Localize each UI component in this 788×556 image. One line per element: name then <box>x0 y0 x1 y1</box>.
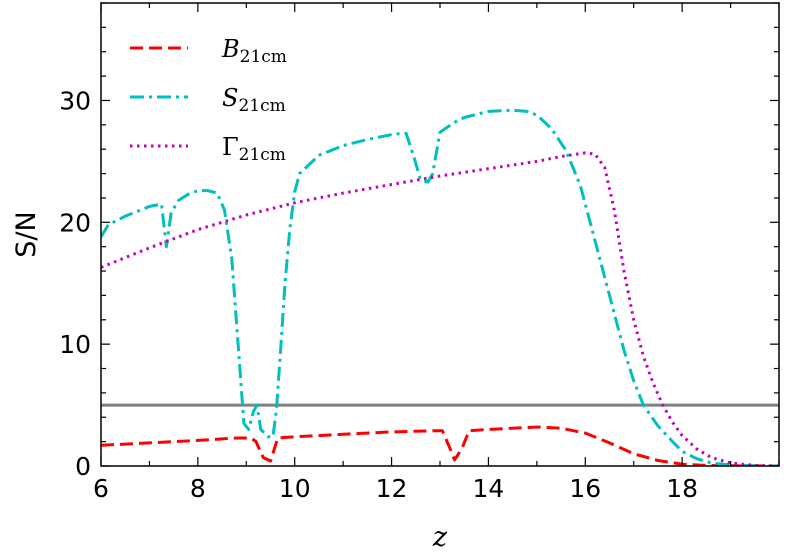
legend: B21cm S21cm Γ21cm <box>130 35 287 165</box>
y-tick-label: 10 <box>59 330 91 359</box>
x-tick-label: 8 <box>190 474 206 503</box>
y-axis-label: S/N <box>11 211 42 257</box>
x-tick-label: 14 <box>473 474 505 503</box>
axes-layer: 6 8 10 12 14 16 18 0 10 20 30 z S/N <box>11 2 780 553</box>
series-layer <box>101 108 779 466</box>
legend-label-3: Γ21cm <box>222 133 286 165</box>
y-tick-label: 0 <box>75 452 91 481</box>
x-tick-label: 6 <box>93 474 109 503</box>
plot-area <box>101 108 779 466</box>
x-tick-label: 12 <box>376 474 408 503</box>
plot-frame <box>100 2 780 467</box>
x-axis-label: z <box>432 522 448 553</box>
x-tick-label: 16 <box>569 474 601 503</box>
series-line-2 <box>101 108 779 466</box>
y-tick-label: 30 <box>59 86 91 115</box>
x-tick-label: 10 <box>279 474 311 503</box>
legend-label-2: S21cm <box>222 84 286 116</box>
y-tick-label: 20 <box>59 208 91 237</box>
x-tick-label: 18 <box>666 474 698 503</box>
legend-label-1: B21cm <box>221 35 287 67</box>
series-line-3 <box>101 151 779 466</box>
series-line-1 <box>101 425 779 466</box>
